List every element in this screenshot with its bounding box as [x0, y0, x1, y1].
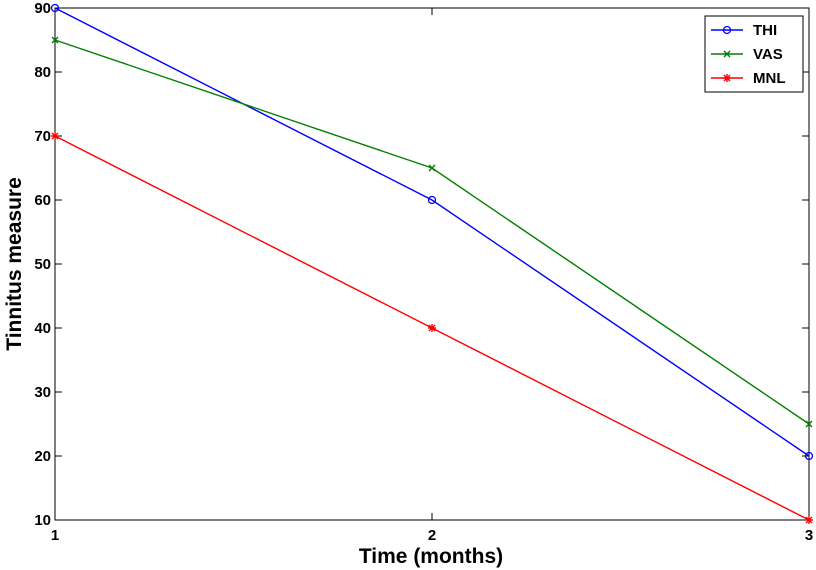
x-tick-label: 1: [51, 527, 59, 544]
data-point-mnl: [428, 324, 436, 332]
series-vas: [51, 36, 813, 428]
legend-label-vas: VAS: [753, 46, 783, 63]
y-tick-label: 40: [34, 320, 51, 337]
y-tick-label: 80: [34, 64, 51, 81]
data-point-vas: [51, 36, 59, 44]
legend-item-thi: THI: [711, 22, 777, 39]
data-point-vas: [428, 164, 436, 172]
y-tick-label: 70: [34, 128, 51, 145]
axis-ticks: 1 2 3 10 20 30 40 50 60 70 80 90: [34, 0, 813, 544]
series-mnl: [51, 132, 813, 524]
y-tick-label: 50: [34, 256, 51, 273]
y-tick-label: 10: [34, 512, 51, 529]
legend: THI VAS MNL: [704, 15, 804, 93]
y-tick-label: 60: [34, 192, 51, 209]
x-tick-label: 2: [428, 527, 436, 544]
series-thi: [50, 3, 814, 461]
y-tick-label: 30: [34, 384, 51, 401]
data-point-mnl: [805, 516, 813, 524]
data-point-thi: [427, 195, 437, 205]
series-layer: [50, 3, 814, 524]
y-tick-label: 90: [34, 0, 51, 17]
x-axis-label: Time (months): [359, 545, 503, 568]
data-point-thi: [50, 3, 60, 13]
x-tick-label: 3: [805, 527, 813, 544]
legend-marker-vas: [723, 50, 731, 58]
data-point-vas: [805, 420, 813, 428]
legend-label-thi: THI: [753, 22, 777, 39]
legend-marker-thi: [722, 25, 732, 35]
legend-item-vas: VAS: [711, 46, 783, 63]
data-point-mnl: [51, 132, 59, 140]
y-axis-label: Tinnitus measure: [3, 177, 26, 351]
data-point-thi: [804, 451, 814, 461]
legend-item-mnl: MNL: [711, 70, 786, 87]
plot-area: [54, 7, 810, 521]
series-line-thi: [54, 7, 810, 457]
legend-marker-mnl: [723, 74, 731, 82]
legend-label-mnl: MNL: [753, 70, 786, 87]
y-tick-label: 20: [34, 448, 51, 465]
